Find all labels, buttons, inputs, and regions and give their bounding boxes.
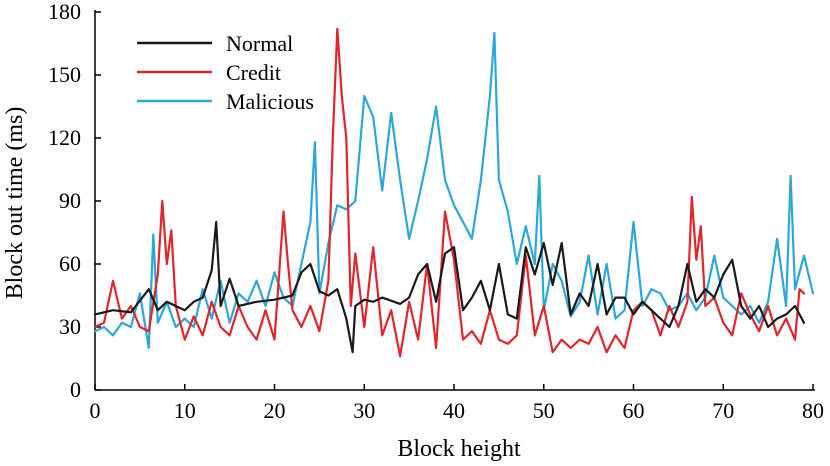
chart-series <box>93 27 815 358</box>
y-axis-label: Block out time (ms) <box>2 107 28 300</box>
x-tick-label: 30 <box>353 398 375 423</box>
chart-ticks: 0 30 60 90 120 150 180 0 10 20 30 40 50 60 70 80 <box>48 0 824 423</box>
y-tick-label: 180 <box>48 0 81 24</box>
series-line-credit <box>93 27 806 358</box>
x-tick-label: 80 <box>802 398 824 423</box>
x-tick-label: 10 <box>174 398 196 423</box>
y-tick-label: 150 <box>48 62 81 87</box>
y-tick-label: 90 <box>59 188 81 213</box>
y-tick-label: 0 <box>70 377 81 402</box>
legend-label-malicious: Malicious <box>226 89 314 114</box>
legend-label-credit: Credit <box>226 60 281 85</box>
x-tick-label: 50 <box>533 398 555 423</box>
series-line-normal <box>93 220 806 354</box>
legend-label-normal: Normal <box>226 31 293 56</box>
y-tick-label: 120 <box>48 125 81 150</box>
x-tick-label: 0 <box>90 398 101 423</box>
y-tick-label: 60 <box>59 251 81 276</box>
x-axis-label: Block height <box>397 436 521 462</box>
series-line-malicious <box>93 31 815 350</box>
x-tick-label: 70 <box>712 398 734 423</box>
x-tick-label: 20 <box>264 398 286 423</box>
x-tick-label: 60 <box>623 398 645 423</box>
x-tick-label: 40 <box>443 398 465 423</box>
y-tick-label: 30 <box>59 314 81 339</box>
chart-legend: Normal Credit Malicious <box>137 31 314 114</box>
